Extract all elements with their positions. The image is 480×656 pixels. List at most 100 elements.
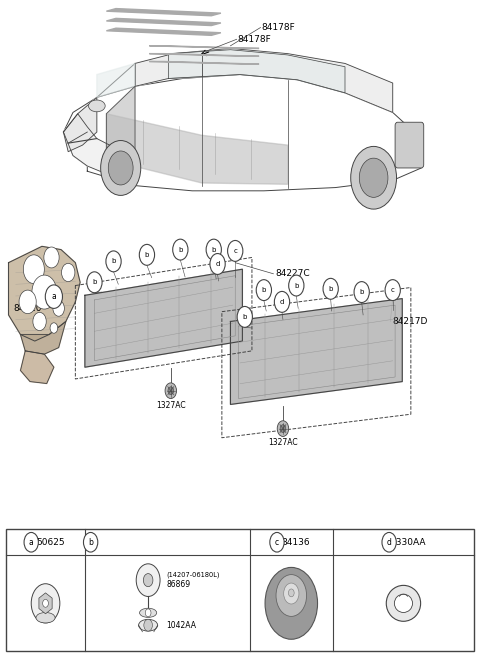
Circle shape <box>288 589 294 597</box>
Text: b: b <box>111 258 116 264</box>
Text: d: d <box>387 538 392 546</box>
Polygon shape <box>107 18 221 26</box>
Polygon shape <box>21 351 54 384</box>
Text: 84120: 84120 <box>13 304 42 313</box>
Circle shape <box>24 533 38 552</box>
Polygon shape <box>149 46 259 49</box>
Circle shape <box>139 245 155 265</box>
Circle shape <box>144 619 153 631</box>
Text: b: b <box>178 247 182 253</box>
Text: 50625: 50625 <box>36 538 65 546</box>
Circle shape <box>228 241 243 261</box>
Polygon shape <box>85 269 242 367</box>
Circle shape <box>53 300 64 316</box>
Text: 84217D: 84217D <box>393 317 428 326</box>
Text: b: b <box>145 252 149 258</box>
Text: a: a <box>51 292 56 301</box>
Text: b: b <box>212 247 216 253</box>
Circle shape <box>206 239 221 260</box>
Circle shape <box>43 600 48 607</box>
Circle shape <box>87 272 102 293</box>
Polygon shape <box>9 247 80 341</box>
Polygon shape <box>149 54 259 56</box>
Circle shape <box>360 158 388 197</box>
Text: 84227C: 84227C <box>276 269 311 278</box>
Polygon shape <box>107 113 288 184</box>
Circle shape <box>323 278 338 299</box>
Text: b: b <box>328 286 333 292</box>
Text: b: b <box>360 289 364 295</box>
Polygon shape <box>168 50 345 93</box>
Circle shape <box>61 263 75 281</box>
Ellipse shape <box>395 594 412 613</box>
Text: b: b <box>262 287 266 293</box>
Bar <box>6 529 474 651</box>
Text: d: d <box>280 299 284 305</box>
Circle shape <box>351 146 396 209</box>
Circle shape <box>165 383 177 399</box>
Ellipse shape <box>88 100 105 112</box>
Circle shape <box>385 279 400 300</box>
Text: b: b <box>88 538 93 546</box>
Circle shape <box>382 533 396 552</box>
Circle shape <box>84 533 98 552</box>
Text: c: c <box>391 287 395 293</box>
Ellipse shape <box>36 613 55 623</box>
Polygon shape <box>107 9 221 16</box>
Text: 84178F: 84178F <box>238 35 271 44</box>
Circle shape <box>32 275 57 309</box>
Circle shape <box>256 279 272 300</box>
Circle shape <box>136 564 160 596</box>
Circle shape <box>33 312 46 331</box>
Circle shape <box>265 567 318 639</box>
Circle shape <box>145 609 151 617</box>
Text: b: b <box>242 314 247 320</box>
Circle shape <box>277 420 288 436</box>
Text: 1327AC: 1327AC <box>156 401 186 409</box>
Circle shape <box>168 387 174 395</box>
Ellipse shape <box>139 619 157 631</box>
Circle shape <box>144 573 153 586</box>
Polygon shape <box>135 49 393 112</box>
Circle shape <box>237 306 252 327</box>
Circle shape <box>270 533 284 552</box>
Polygon shape <box>63 75 421 191</box>
Text: 1042AA: 1042AA <box>166 621 196 630</box>
Text: a: a <box>29 538 34 546</box>
Circle shape <box>106 251 121 272</box>
Text: 84178F: 84178F <box>262 23 295 32</box>
Ellipse shape <box>140 608 157 617</box>
Text: c: c <box>233 248 237 254</box>
Polygon shape <box>230 298 402 405</box>
Circle shape <box>280 424 286 432</box>
Polygon shape <box>21 321 66 354</box>
Circle shape <box>276 575 307 617</box>
Polygon shape <box>39 593 52 614</box>
Circle shape <box>44 247 59 268</box>
Circle shape <box>101 140 141 195</box>
Polygon shape <box>97 64 135 97</box>
Polygon shape <box>107 87 135 168</box>
Text: 1327AC: 1327AC <box>268 438 298 447</box>
Circle shape <box>284 583 299 604</box>
Ellipse shape <box>386 585 420 621</box>
Circle shape <box>19 290 36 314</box>
Circle shape <box>354 281 369 302</box>
Text: 1330AA: 1330AA <box>390 538 426 546</box>
Circle shape <box>108 151 133 185</box>
Text: (14207-06180L): (14207-06180L) <box>166 571 220 578</box>
Circle shape <box>24 255 44 283</box>
Polygon shape <box>149 62 259 64</box>
Text: b: b <box>294 283 299 289</box>
Text: b: b <box>92 279 96 285</box>
Circle shape <box>173 239 188 260</box>
Circle shape <box>288 275 304 296</box>
Circle shape <box>31 584 60 623</box>
Text: 86869: 86869 <box>166 579 191 588</box>
Circle shape <box>275 291 289 312</box>
Circle shape <box>210 253 225 274</box>
Polygon shape <box>63 113 135 186</box>
Circle shape <box>45 285 62 308</box>
FancyBboxPatch shape <box>395 122 424 168</box>
Text: 84136: 84136 <box>282 538 311 546</box>
